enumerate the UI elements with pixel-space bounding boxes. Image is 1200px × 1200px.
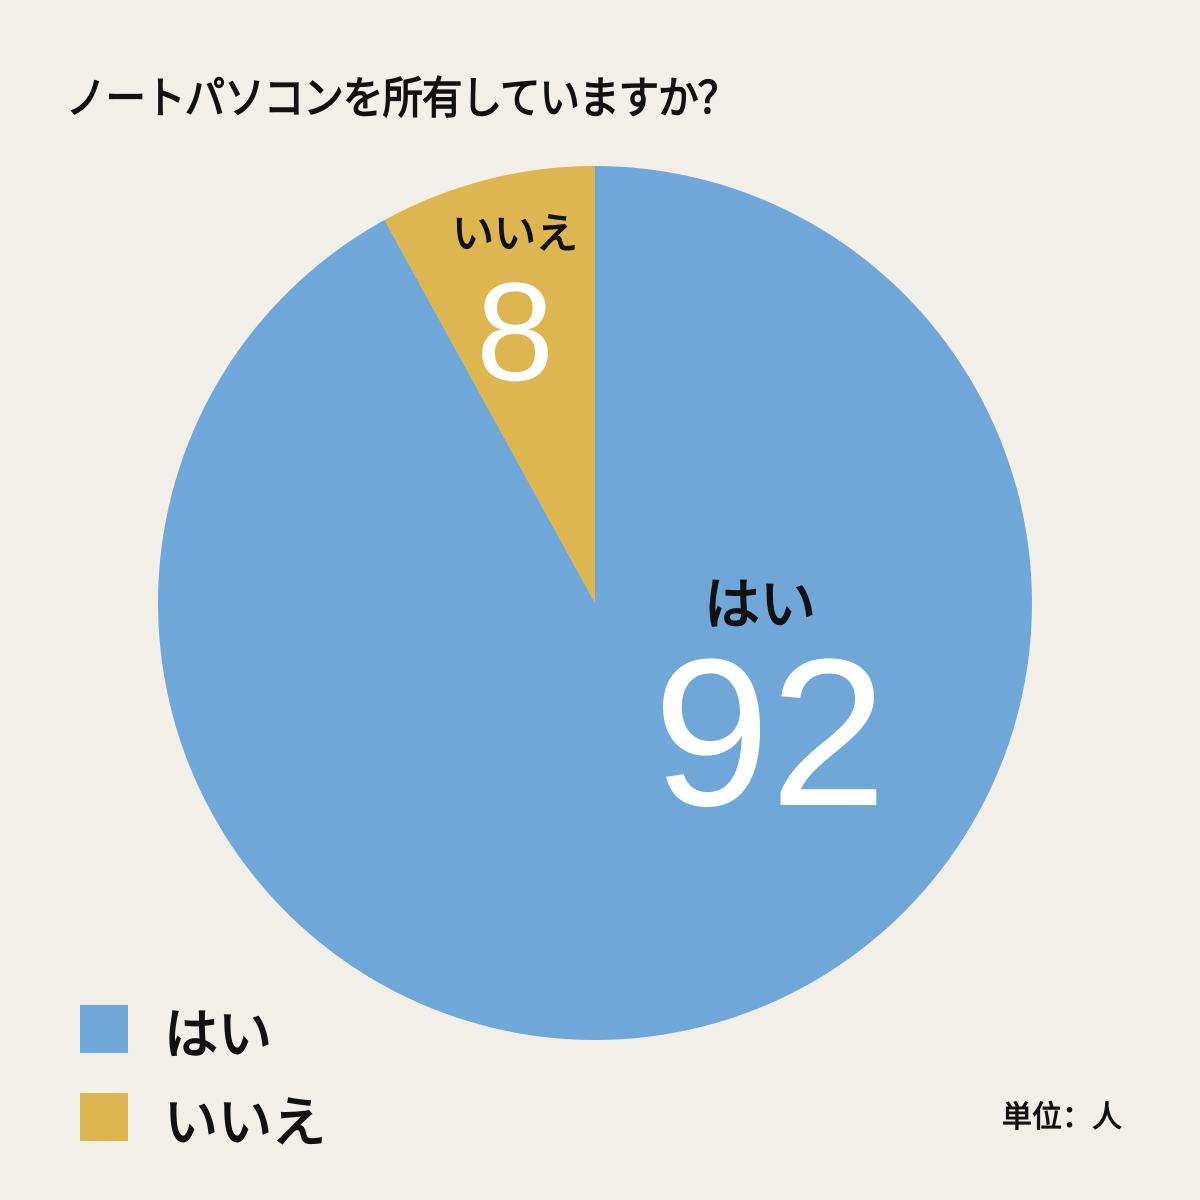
slice-label-yes: はい: [704, 573, 816, 638]
legend-label-no: いいえ: [164, 1090, 326, 1154]
legend-swatch-yes: [80, 1005, 128, 1053]
legend: はい いいえ: [80, 985, 326, 1161]
slice-label-no: いいえ: [451, 209, 578, 258]
unit-label: 単位：人: [1002, 1100, 1122, 1135]
slice-value-no: 8: [476, 253, 554, 410]
legend-swatch-no: [80, 1093, 128, 1141]
legend-label-yes: はい: [164, 1002, 272, 1066]
legend-item-yes: はい: [80, 985, 326, 1073]
slice-value-yes: 92: [653, 615, 887, 850]
pie-slice-no: [384, 166, 595, 603]
chart-title: ノートパソコンを所有していますか？: [66, 73, 738, 124]
legend-item-no: いいえ: [80, 1073, 326, 1161]
